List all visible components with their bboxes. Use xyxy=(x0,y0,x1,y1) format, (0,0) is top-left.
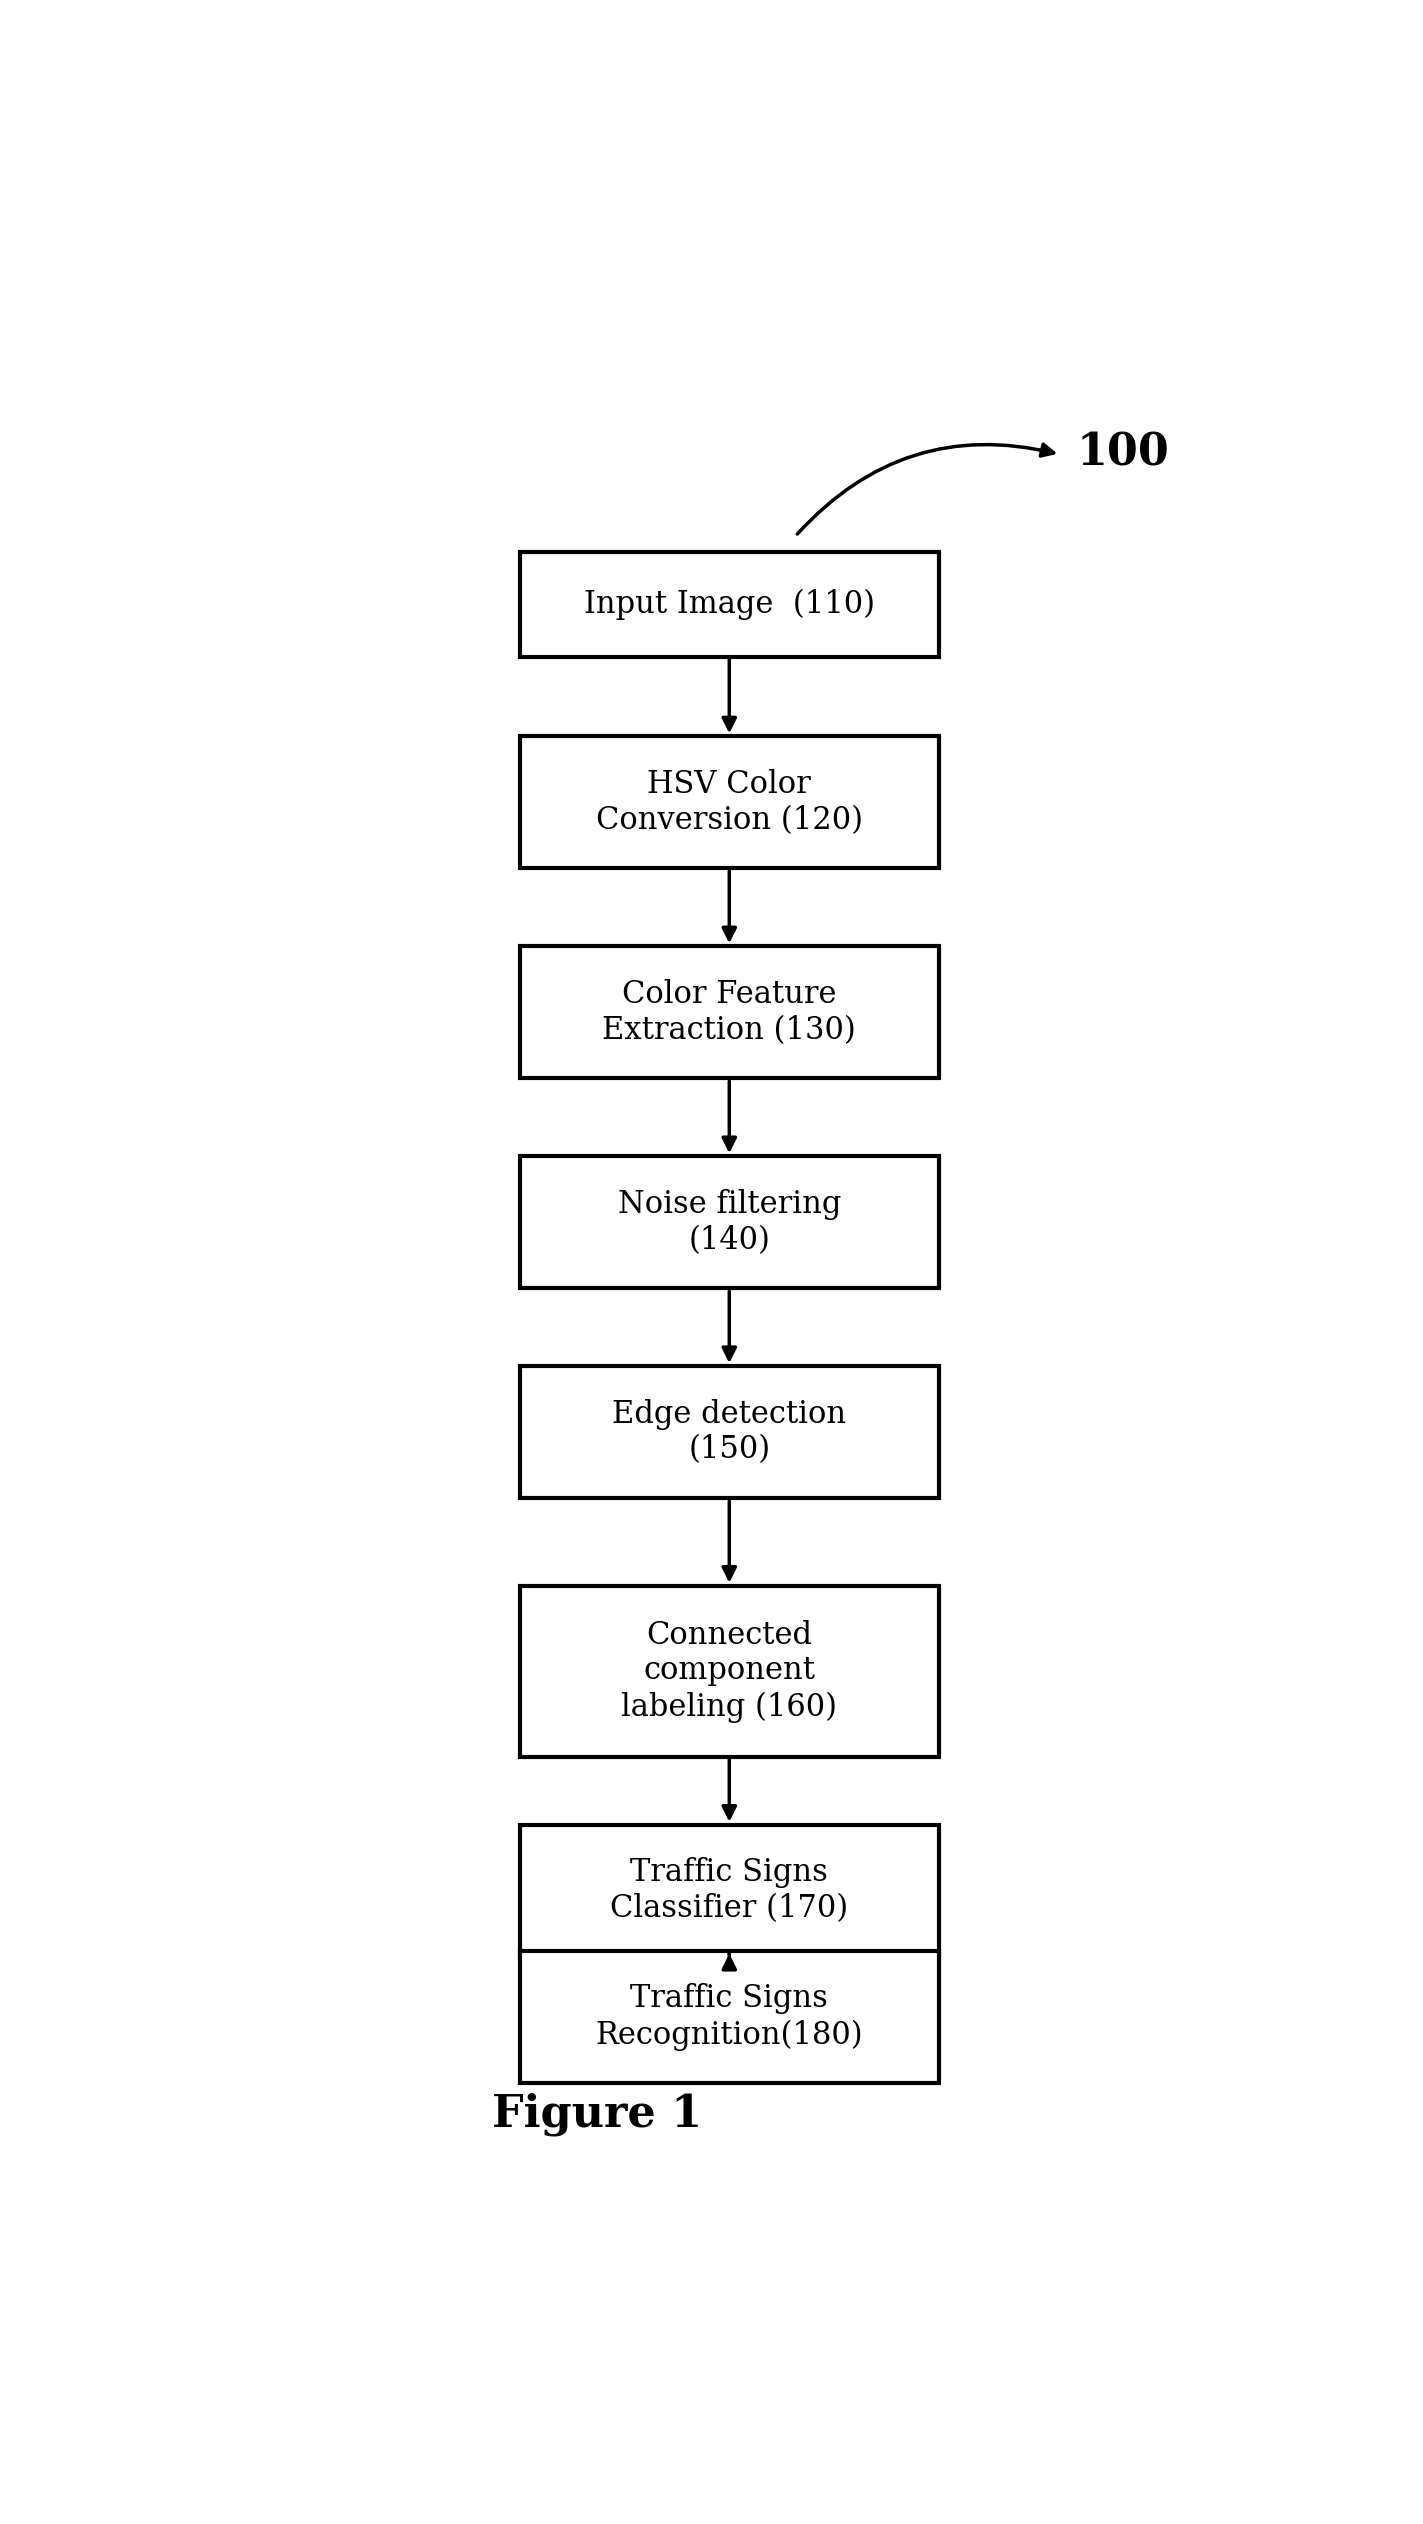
FancyBboxPatch shape xyxy=(519,946,939,1078)
Text: HSV Color
Conversion (120): HSV Color Conversion (120) xyxy=(596,770,862,835)
FancyBboxPatch shape xyxy=(519,1585,939,1757)
FancyBboxPatch shape xyxy=(519,1156,939,1287)
FancyBboxPatch shape xyxy=(519,1825,939,1956)
Text: Figure 1: Figure 1 xyxy=(492,2092,702,2135)
Text: Color Feature
Extraction (130): Color Feature Extraction (130) xyxy=(602,979,857,1045)
Text: 100: 100 xyxy=(1077,432,1170,475)
FancyBboxPatch shape xyxy=(519,553,939,656)
FancyBboxPatch shape xyxy=(519,737,939,868)
Text: Traffic Signs
Recognition(180): Traffic Signs Recognition(180) xyxy=(595,1984,864,2049)
Text: Input Image  (110): Input Image (110) xyxy=(583,588,875,621)
FancyBboxPatch shape xyxy=(519,1951,939,2082)
Text: Noise filtering
(140): Noise filtering (140) xyxy=(618,1189,841,1254)
Text: Edge detection
(150): Edge detection (150) xyxy=(612,1398,847,1466)
Text: Traffic Signs
Classifier (170): Traffic Signs Classifier (170) xyxy=(610,1858,848,1923)
FancyArrowPatch shape xyxy=(797,444,1053,535)
FancyBboxPatch shape xyxy=(519,1365,939,1499)
Text: Connected
component
labeling (160): Connected component labeling (160) xyxy=(622,1620,837,1721)
